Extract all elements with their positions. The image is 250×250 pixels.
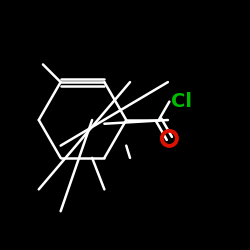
Text: Cl: Cl <box>170 92 192 110</box>
